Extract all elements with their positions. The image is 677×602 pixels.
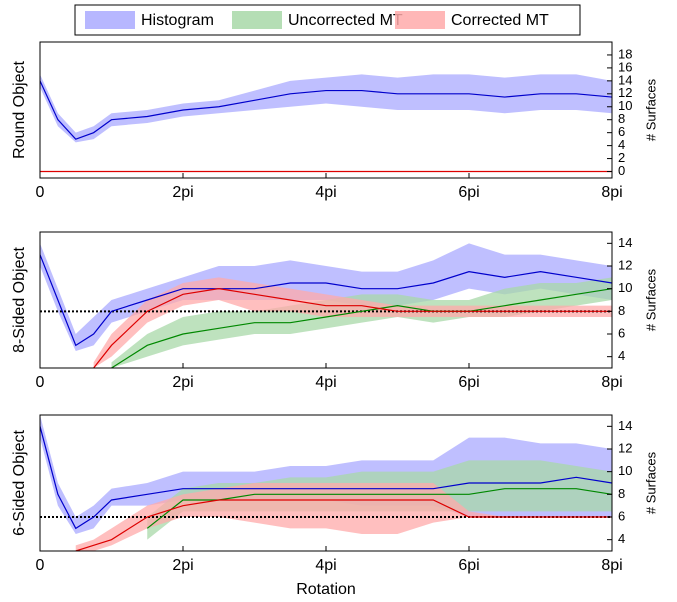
y2-axis-label: # Surfaces (643, 78, 658, 141)
x-tick-label: 2pi (172, 374, 193, 391)
y-tick-label: 12 (618, 440, 632, 455)
y-tick-label: 4 (618, 348, 625, 363)
y-tick-label: 8 (618, 486, 625, 501)
panel: 0 2pi 4pi 6pi 8pi 4 6 8 10 12 14 8-Sided Object # Su… (11, 231, 658, 391)
y-tick-label: 16 (618, 59, 632, 74)
y-tick-label: 2 (618, 150, 625, 165)
series-line (93, 288, 612, 368)
y2-axis-label: # Surfaces (643, 451, 658, 514)
series-line (75, 499, 612, 551)
y-tick-label: 6 (618, 508, 625, 523)
plot (40, 243, 612, 368)
x-tick-label: 6pi (458, 557, 479, 574)
legend-label: Histogram (141, 12, 214, 29)
legend-swatch (395, 11, 445, 29)
legend-label: Corrected MT (451, 12, 549, 29)
legend-box (74, 4, 581, 36)
y-tick-label: 8 (618, 303, 625, 318)
x-tick-label: 8pi (601, 184, 622, 201)
series-line (111, 288, 612, 368)
x-tick-label: 6pi (458, 374, 479, 391)
y-axis-label: 8-Sided Object (11, 247, 28, 353)
y-tick-label: 14 (618, 72, 632, 87)
legend-swatch (85, 11, 135, 29)
x-tick-label: 4pi (315, 374, 336, 391)
series-line (40, 426, 612, 530)
x-tick-label: 0 (36, 557, 45, 574)
y-tick-label: 12 (618, 85, 632, 100)
y-tick-label: 10 (618, 463, 632, 478)
x-tick-label: 2pi (172, 184, 193, 201)
y-tick-label: 4 (618, 531, 625, 546)
series-line (146, 488, 612, 529)
x-tick-label: 6pi (458, 184, 479, 201)
x-tick-label: 0 (36, 374, 45, 391)
y-tick-label: 8 (618, 111, 625, 126)
y-tick-label: 4 (618, 137, 625, 152)
x-tick-label: 8pi (601, 374, 622, 391)
y-tick-label: 0 (618, 163, 625, 178)
x-tick-label: 2pi (172, 557, 193, 574)
plot (40, 74, 612, 173)
legend: Histogram Uncorrected MT Corrected MT (74, 4, 581, 36)
legend-label: Uncorrected MT (288, 12, 403, 29)
y-tick-label: 12 (618, 257, 632, 272)
band (40, 74, 612, 143)
y-tick-label: 10 (618, 280, 632, 295)
series-line (40, 80, 612, 140)
y-tick-label: 6 (618, 124, 625, 139)
y-tick-label: 18 (618, 46, 632, 61)
x-axis-label: Rotation (296, 581, 356, 598)
x-tick-label: 8pi (601, 557, 622, 574)
y-axis-label: 6-Sided Object (11, 430, 28, 536)
y-tick-label: 14 (618, 418, 632, 433)
y-tick-label: 6 (618, 325, 625, 340)
panel: 0 2pi 4pi 6pi 8pi 4 6 8 10 12 14 6-Sided Object # Su… (11, 414, 658, 598)
band (93, 277, 612, 368)
y-tick-label: 14 (618, 235, 632, 250)
y-tick-label: 10 (618, 98, 632, 113)
band (111, 277, 612, 368)
x-tick-label: 0 (36, 184, 45, 201)
series-line (40, 254, 612, 347)
plot (40, 415, 612, 551)
y-axis-label: Round Object (11, 61, 28, 159)
x-tick-label: 4pi (315, 557, 336, 574)
y2-axis-label: # Surfaces (643, 268, 658, 331)
x-tick-label: 4pi (315, 184, 336, 201)
legend-swatch (232, 11, 282, 29)
